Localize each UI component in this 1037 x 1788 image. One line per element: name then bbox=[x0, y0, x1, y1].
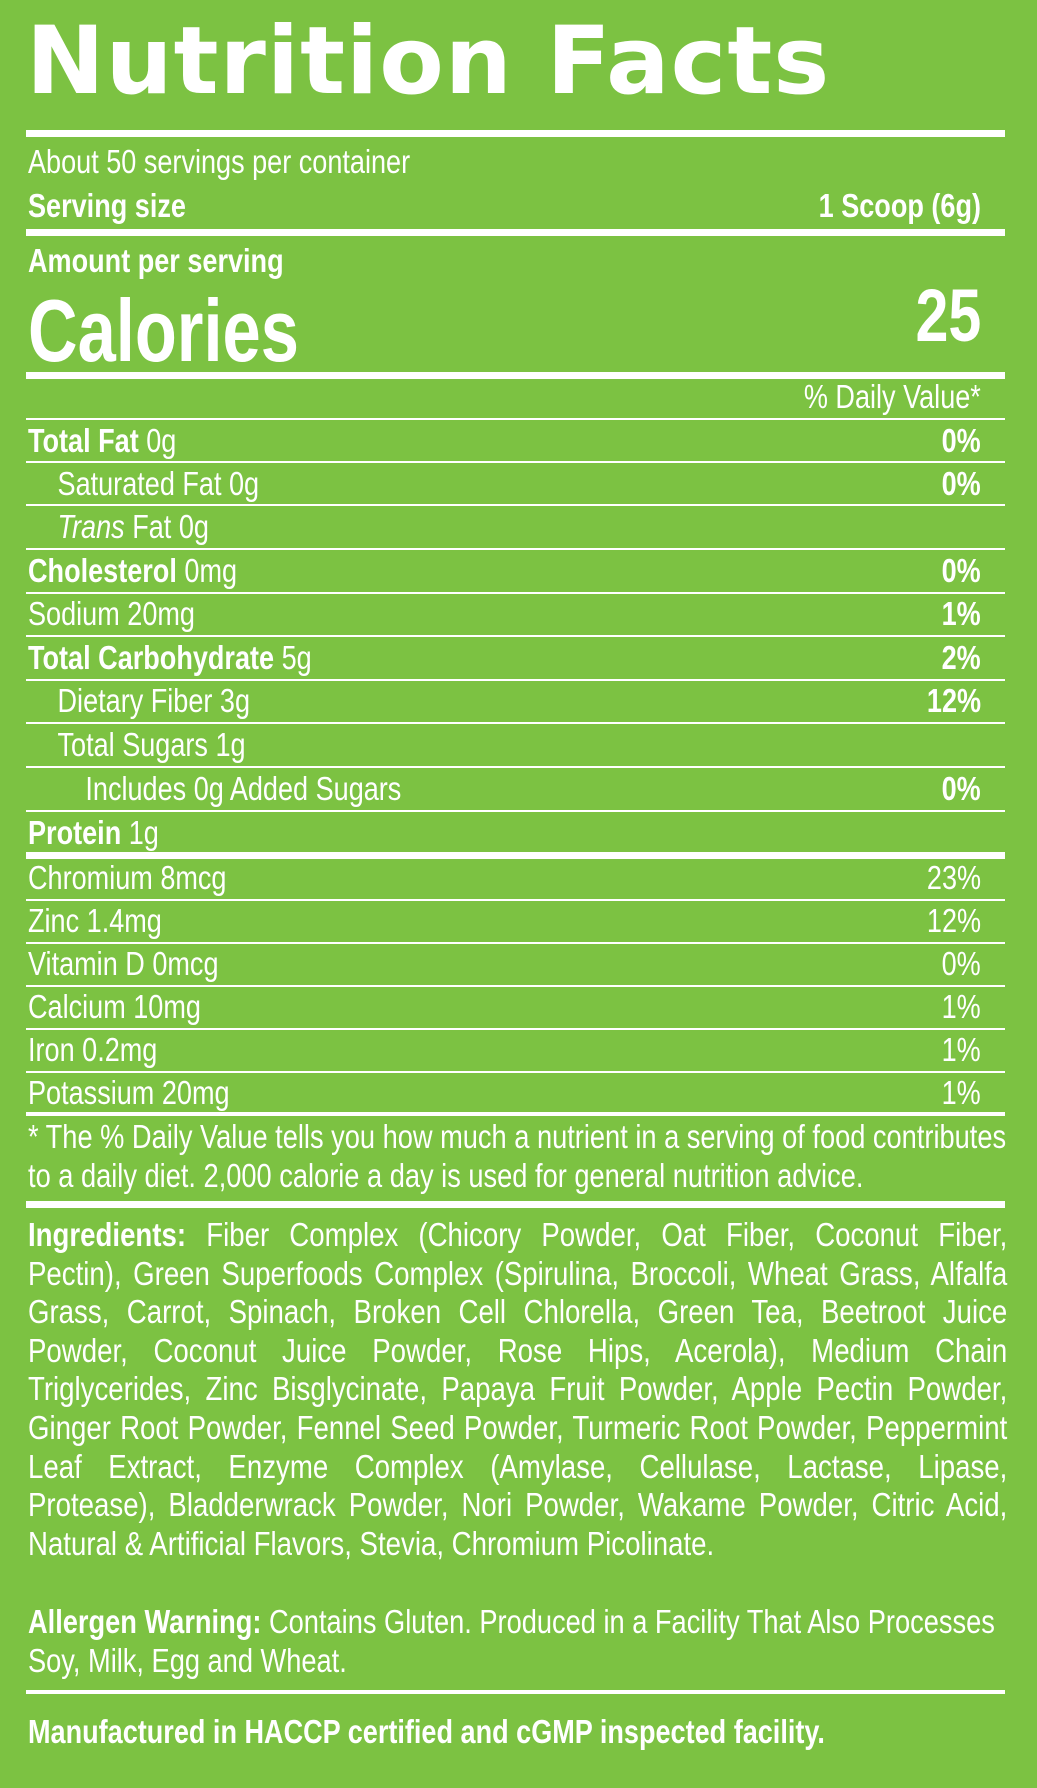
micronutrient-label: Chromium 8mcg bbox=[28, 859, 227, 896]
nutrient-amount: 20mg bbox=[127, 595, 195, 632]
nutrient-row-sodium: Sodium 20mg 1% bbox=[28, 594, 981, 634]
micronutrient-dv: 1% bbox=[941, 1031, 981, 1068]
nutrient-amount: 0mg bbox=[184, 552, 238, 589]
divider bbox=[26, 461, 1005, 463]
nutrient-row-total-carbohydrate: Total Carbohydrate 5g 2% bbox=[28, 638, 981, 678]
ingredients: Ingredients: Fiber Complex (Chicory Powd… bbox=[28, 1216, 1007, 1563]
divider bbox=[26, 985, 1005, 987]
divider bbox=[26, 548, 1005, 550]
divider bbox=[26, 766, 1005, 768]
divider bbox=[26, 130, 1005, 137]
micronutrient-label: Zinc 1.4mg bbox=[28, 902, 162, 939]
micronutrient-dv: 1% bbox=[941, 1074, 981, 1111]
nutrient-dv: 0% bbox=[941, 770, 981, 807]
micronutrient-dv: 0% bbox=[941, 945, 981, 982]
serving-size-value: 1 Scoop (6g) bbox=[818, 187, 981, 224]
nutrient-dv: 12% bbox=[926, 682, 981, 719]
divider bbox=[26, 372, 1005, 379]
nutrient-name: Saturated Fat bbox=[57, 465, 222, 502]
divider bbox=[26, 942, 1005, 944]
nutrient-name: Total Carbohydrate bbox=[28, 639, 275, 676]
nutrient-name: Trans bbox=[57, 508, 125, 545]
nutrient-row-added-sugars: Includes 0g Added Sugars 0% bbox=[28, 769, 981, 809]
manufacturing-note: Manufactured in HACCP certified and cGMP… bbox=[28, 1713, 825, 1750]
page-title: Nutrition Facts bbox=[26, 7, 831, 116]
nutrient-row-cholesterol: Cholesterol 0mg 0% bbox=[28, 551, 981, 591]
divider bbox=[26, 679, 1005, 681]
amount-per-serving: Amount per serving bbox=[28, 242, 284, 279]
micronutrient-row: Zinc 1.4mg 12% bbox=[28, 901, 981, 941]
divider bbox=[26, 504, 1005, 506]
divider bbox=[26, 592, 1005, 594]
micronutrient-dv: 12% bbox=[926, 902, 981, 939]
divider bbox=[26, 635, 1005, 637]
nutrient-row-trans-fat: Trans Fat 0g bbox=[28, 507, 981, 547]
calories-label: Calories bbox=[28, 281, 299, 380]
allergen-text: Contains Gluten. Produced in a Facility … bbox=[28, 1603, 995, 1679]
divider bbox=[26, 1112, 1005, 1116]
micronutrient-row: Iron 0.2mg 1% bbox=[28, 1030, 981, 1070]
micronutrient-row: Potassium 20mg 1% bbox=[28, 1073, 981, 1113]
nutrient-amount: 5g bbox=[281, 639, 312, 676]
nutrient-row-total-fat: Total Fat 0g 0% bbox=[28, 421, 981, 461]
servings-per-container: About 50 servings per container bbox=[28, 143, 411, 180]
nutrient-amount: 0g bbox=[229, 465, 260, 502]
divider bbox=[26, 1201, 1005, 1208]
calories-value: 25 bbox=[915, 274, 981, 357]
nutrient-dv: 0% bbox=[941, 552, 981, 589]
micronutrient-row: Calcium 10mg 1% bbox=[28, 987, 981, 1027]
divider bbox=[26, 899, 1005, 901]
serving-size-label: Serving size bbox=[28, 187, 186, 224]
micronutrient-row: Chromium 8mcg 23% bbox=[28, 858, 981, 898]
nutrient-name: Total Sugars bbox=[57, 726, 208, 763]
nutrient-dv: 0% bbox=[941, 465, 981, 502]
nutrient-name: Sodium bbox=[28, 595, 120, 632]
daily-value-header: % Daily Value* bbox=[804, 378, 981, 415]
nutrient-amount: 3g bbox=[219, 682, 251, 719]
nutrient-amount: Fat 0g bbox=[132, 508, 209, 545]
divider bbox=[26, 810, 1005, 812]
footnote: * The % Daily Value tells you how much a… bbox=[28, 1118, 1007, 1194]
divider bbox=[26, 1690, 1005, 1694]
nutrient-row-total-sugars: Total Sugars 1g bbox=[28, 725, 981, 765]
nutrient-row-saturated-fat: Saturated Fat 0g 0% bbox=[28, 464, 981, 504]
micronutrient-label: Potassium 20mg bbox=[28, 1074, 230, 1111]
nutrient-amount: 1g bbox=[215, 726, 246, 763]
nutrient-dv: 0% bbox=[941, 422, 981, 459]
micronutrient-label: Calcium 10mg bbox=[28, 988, 201, 1025]
ingredients-label: Ingredients: bbox=[28, 1216, 187, 1253]
allergen-warning: Allergen Warning: Contains Gluten. Produ… bbox=[28, 1603, 1010, 1680]
micronutrient-dv: 1% bbox=[941, 988, 981, 1025]
nutrient-amount: 0g bbox=[146, 422, 177, 459]
micronutrient-dv: 23% bbox=[926, 859, 981, 896]
nutrient-row-dietary-fiber: Dietary Fiber 3g 12% bbox=[28, 681, 981, 721]
micronutrient-label: Iron 0.2mg bbox=[28, 1031, 158, 1068]
nutrient-name: Dietary Fiber bbox=[57, 682, 213, 719]
micronutrient-label: Vitamin D 0mcg bbox=[28, 945, 219, 982]
nutrient-dv: 2% bbox=[941, 639, 981, 676]
divider bbox=[26, 418, 1005, 420]
divider bbox=[26, 1028, 1005, 1030]
divider bbox=[26, 852, 1005, 859]
nutrient-name: Total Fat bbox=[28, 422, 139, 459]
ingredients-text: Fiber Complex (Chicory Powder, Oat Fiber… bbox=[28, 1216, 1008, 1562]
micronutrient-row: Vitamin D 0mcg 0% bbox=[28, 944, 981, 984]
allergen-label: Allergen Warning: bbox=[28, 1603, 262, 1640]
nutrient-amount: 1g bbox=[128, 814, 159, 851]
divider bbox=[26, 229, 1005, 236]
nutrient-dv: 1% bbox=[941, 595, 981, 632]
nutrient-row-protein: Protein 1g bbox=[28, 813, 981, 853]
divider bbox=[26, 722, 1005, 724]
nutrient-name: Includes 0g Added Sugars bbox=[85, 770, 402, 807]
nutrient-name: Protein bbox=[28, 814, 122, 851]
divider bbox=[26, 1071, 1005, 1073]
nutrient-name: Cholesterol bbox=[28, 552, 177, 589]
